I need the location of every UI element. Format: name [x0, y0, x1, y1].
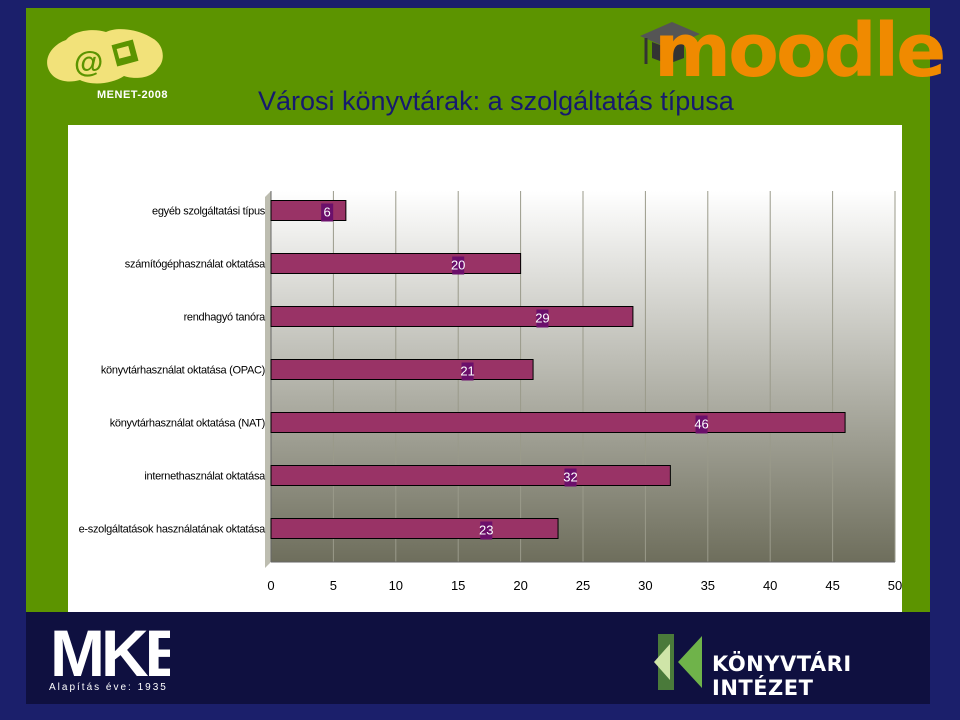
bar [270, 518, 559, 539]
konyvtari-intezet-logo-text: KÖNYVTÁRI INTÉZET [712, 652, 852, 700]
slide-bottom-area [26, 612, 930, 704]
x-tick-label: 0 [267, 578, 274, 593]
category-label: egyéb szolgáltatási típus [152, 206, 266, 218]
x-tick-label: 30 [638, 578, 652, 593]
bar [270, 412, 846, 433]
data-label: 46 [694, 417, 708, 432]
x-tick-label: 45 [825, 578, 839, 593]
plot-side-wall [265, 191, 271, 568]
data-label: 29 [535, 311, 549, 326]
data-label-bg [452, 256, 465, 275]
data-label: 32 [563, 470, 577, 485]
bar [270, 359, 534, 380]
data-label: 23 [479, 523, 493, 538]
data-label-bg [480, 521, 493, 540]
bar [270, 200, 347, 221]
x-tick-label: 40 [763, 578, 777, 593]
data-label-bg [321, 203, 334, 222]
data-label: 6 [324, 205, 331, 220]
data-label-bg [536, 309, 549, 328]
category-label: könyvtárhasználat oktatása (NAT) [110, 418, 265, 430]
x-tick-label: 25 [576, 578, 590, 593]
category-label: rendhagyó tanóra [184, 312, 267, 324]
x-tick-label: 5 [330, 578, 337, 593]
x-tick-label: 15 [451, 578, 465, 593]
bar [270, 465, 671, 486]
bar-chart: 0 5 10 15 20 25 30 35 40 45 50 egyéb szolgáltatási … [79, 191, 902, 593]
konyvtari-intezet-logo-icon [654, 634, 702, 690]
menet-logo-text: MENET-2008 [97, 89, 169, 101]
data-label-bg [564, 468, 577, 487]
category-label: számítógéphasználat oktatása [125, 259, 266, 271]
category-label: e-szolgáltatások használatának oktatása [79, 524, 267, 536]
data-label-bg [461, 362, 474, 381]
category-label: könyvtárhasználat oktatása (OPAC) [101, 365, 265, 377]
bar [270, 253, 522, 274]
mke-logo: MKE [50, 620, 170, 682]
data-label: 20 [451, 258, 465, 273]
graduation-cap-icon [640, 22, 700, 64]
data-label: 21 [460, 364, 474, 379]
menet-logo: @ [47, 29, 163, 84]
x-tick-label: 35 [701, 578, 715, 593]
chart-area: 0 5 10 15 20 25 30 35 40 45 50 egyéb szolgáltatási … [68, 125, 902, 612]
moodle-logo: moodle [654, 8, 946, 94]
svg-text:MKE: MKE [50, 620, 170, 682]
x-tick-label: 10 [389, 578, 403, 593]
mke-logo-year: Alapítás éve: 1935 [49, 682, 168, 693]
data-label-bg [695, 415, 708, 434]
slide-title: Városi könyvtárak: a szolgáltatás típusa [258, 86, 734, 116]
x-tick-label: 20 [513, 578, 527, 593]
svg-text:@: @ [74, 46, 103, 79]
category-label: internethasználat oktatása [144, 471, 266, 483]
x-tick-label: 50 [888, 578, 902, 593]
bar [270, 306, 634, 327]
